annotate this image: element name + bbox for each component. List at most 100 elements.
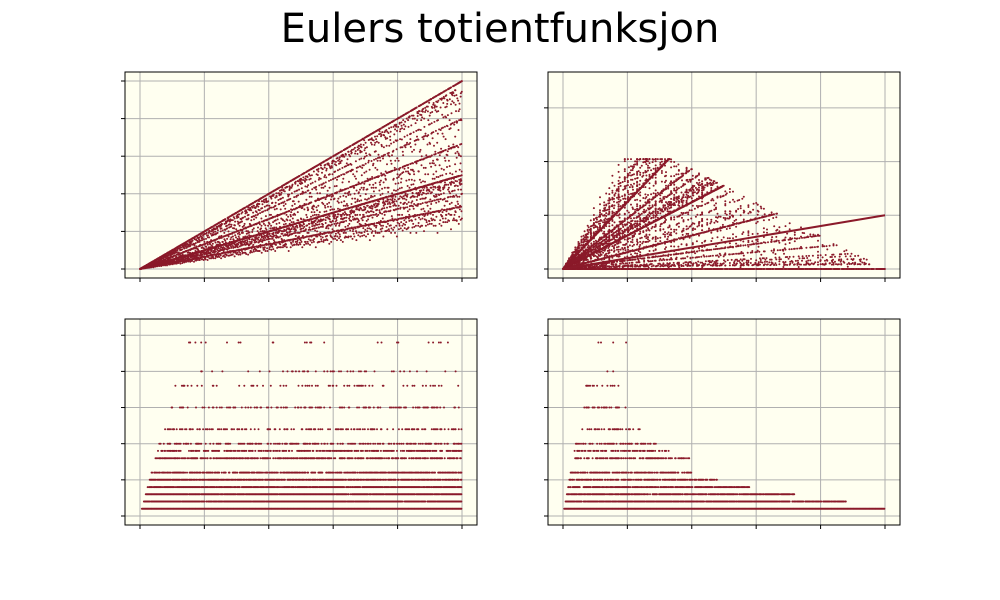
data-point [300, 230, 303, 233]
data-point [333, 208, 336, 211]
data-point [259, 238, 262, 241]
data-point [365, 152, 367, 155]
data-point [281, 246, 284, 249]
data-point [371, 177, 374, 180]
data-point [454, 184, 457, 187]
data-point [431, 200, 434, 202]
data-point [349, 193, 352, 196]
data-point [336, 157, 339, 159]
data-point [420, 119, 423, 122]
data-point [373, 158, 376, 161]
data-point [441, 174, 444, 177]
data-point [316, 223, 319, 226]
data-point [407, 226, 410, 229]
data-point [390, 142, 393, 145]
data-point [411, 219, 413, 222]
data-point [392, 228, 395, 231]
data-point [394, 195, 397, 198]
data-point [248, 231, 251, 234]
data-point [347, 194, 350, 196]
data-point [400, 186, 403, 189]
data-point [417, 138, 420, 141]
data-point [452, 92, 455, 94]
data-point [384, 153, 386, 156]
data-point [304, 185, 307, 188]
data-point [268, 248, 271, 251]
data-point [247, 253, 250, 256]
data-point [373, 143, 376, 146]
data-point [212, 257, 215, 260]
data-point [426, 223, 429, 226]
data-point [303, 225, 306, 228]
data-point [330, 156, 333, 159]
data-point [324, 174, 326, 177]
data-point [359, 188, 361, 191]
data-point [378, 209, 381, 212]
data-point [323, 196, 326, 199]
data-point [425, 154, 428, 157]
data-point [455, 219, 458, 222]
data-point [266, 204, 269, 207]
data-point [394, 159, 397, 162]
data-point [371, 230, 374, 233]
data-point [434, 150, 437, 153]
data-point [207, 250, 210, 252]
data-point [309, 177, 312, 180]
data-point [376, 135, 379, 138]
data-point [405, 143, 408, 146]
data-point [423, 230, 425, 233]
data-point [426, 204, 429, 207]
data-point [418, 128, 420, 131]
data-point [257, 236, 260, 239]
data-point [306, 216, 309, 219]
data-point [363, 171, 366, 174]
data-point [292, 221, 295, 224]
data-point [343, 155, 346, 158]
data-point [453, 207, 456, 210]
data-point [433, 219, 436, 222]
data-point [407, 170, 409, 173]
data-point [408, 208, 411, 211]
data-point [425, 192, 428, 195]
data-point [405, 117, 408, 120]
data-point [354, 227, 357, 230]
data-point [333, 230, 336, 233]
data-point [236, 220, 239, 223]
data-point [211, 242, 214, 245]
data-point [447, 188, 450, 191]
data-point [448, 203, 451, 205]
data-point [301, 182, 304, 185]
data-point [411, 226, 414, 229]
data-point [426, 110, 429, 113]
data-point [397, 204, 400, 207]
data-point [430, 165, 433, 168]
data-point [283, 220, 286, 223]
data-point [237, 229, 240, 232]
data-point [420, 114, 423, 116]
data-point [208, 236, 211, 239]
data-point [361, 219, 364, 222]
data-point [311, 225, 314, 228]
data-point [333, 197, 336, 200]
data-point [235, 236, 237, 239]
data-point [347, 170, 350, 173]
data-point [198, 259, 201, 261]
data-point [257, 226, 259, 229]
data-point [389, 209, 392, 212]
data-point [230, 225, 233, 228]
data-point [322, 223, 324, 226]
data-point [246, 239, 249, 242]
data-point [336, 215, 339, 218]
data-point [304, 228, 307, 231]
data-point [429, 111, 432, 114]
data-point [261, 203, 264, 206]
data-point [404, 223, 407, 226]
data-point [358, 147, 360, 150]
data-point [252, 204, 255, 207]
data-point [353, 210, 356, 213]
data-point [260, 217, 263, 220]
data-point [398, 197, 401, 200]
data-point [380, 134, 383, 136]
data-point [433, 120, 436, 123]
data-point [344, 204, 347, 207]
